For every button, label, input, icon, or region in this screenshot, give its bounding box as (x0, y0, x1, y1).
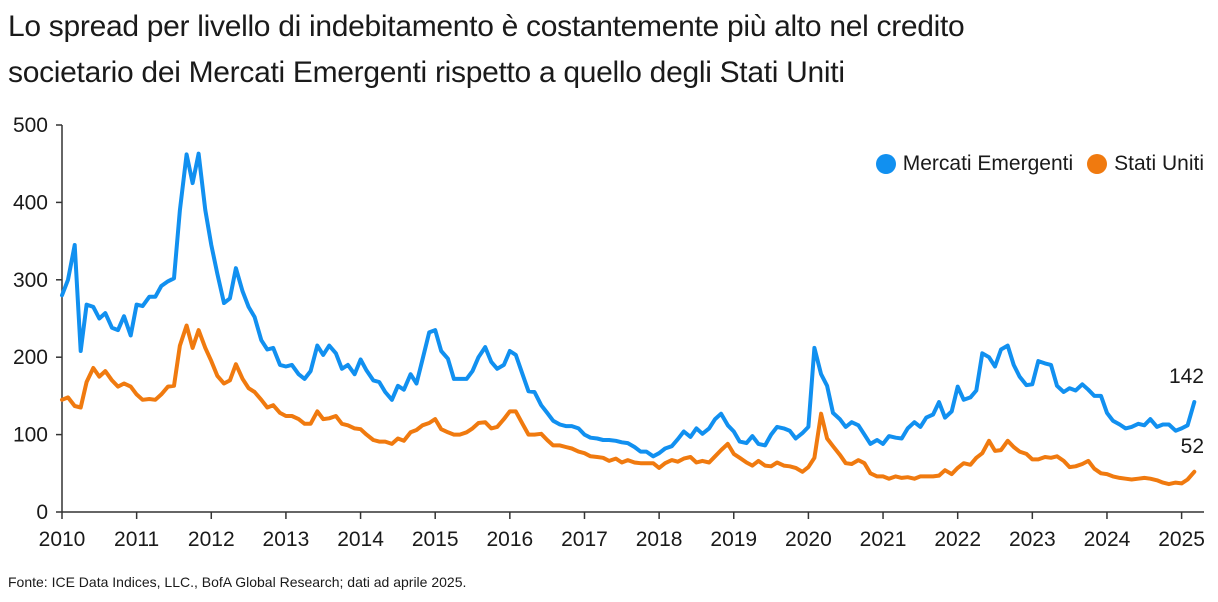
x-tick-label: 2022 (934, 528, 981, 551)
end-value-label-em: 142 (1169, 365, 1204, 388)
end-value-label-us: 52 (1181, 435, 1204, 458)
x-tick-label: 2015 (412, 528, 459, 551)
x-tick-label: 2013 (263, 528, 310, 551)
legend-marker-us (1087, 154, 1108, 174)
x-tick-label: 2014 (337, 528, 384, 551)
source-note: Fonte: ICE Data Indices, LLC., BofA Glob… (8, 574, 467, 590)
x-tick-label: 2023 (1009, 528, 1056, 551)
chart-title-line-1: Lo spread per livello di indebitamento è… (8, 10, 965, 43)
y-tick-label: 500 (13, 114, 48, 137)
x-tick-label: 2012 (188, 528, 235, 551)
legend-marker-em (875, 154, 896, 174)
x-tick-label: 2019 (710, 528, 757, 551)
x-tick-label: 2011 (114, 528, 159, 551)
y-tick-label: 400 (13, 191, 48, 214)
legend-item-us: Stati Uniti (1087, 152, 1204, 176)
x-axis: 2010 2011 2012 2013 2014 2015 2016 2017 2018 2019… (39, 511, 1205, 551)
legend-label-em: Mercati Emergenti (902, 152, 1074, 175)
legend-item-em: Mercati Emergenti (875, 152, 1074, 176)
x-tick-label: 2020 (785, 528, 832, 551)
y-tick-label: 0 (36, 501, 48, 524)
series-line-em (60, 151, 1197, 459)
series-line-us (60, 323, 1197, 487)
chart-legend: Mercati Emergenti Stati Uniti (862, 152, 1204, 176)
x-tick-label: 2010 (39, 528, 86, 551)
y-tick-label: 100 (13, 424, 48, 447)
y-tick-label: 300 (13, 269, 48, 292)
x-tick-label: 2025 (1158, 528, 1205, 551)
y-axis: 0 100 200 300 400 500 (13, 114, 63, 524)
x-tick-label: 2016 (486, 528, 533, 551)
chart-title: Lo spread per livello di indebitamento è… (8, 4, 1208, 96)
x-tick-label: 2024 (1084, 528, 1131, 551)
chart-title-line-2: societario dei Mercati Emergenti rispett… (8, 56, 845, 89)
y-tick-label: 200 (13, 346, 48, 369)
x-tick-label: 2017 (561, 528, 608, 551)
x-tick-label: 2021 (860, 528, 907, 551)
end-labels: 142 52 (1169, 365, 1204, 458)
x-tick-label: 2018 (636, 528, 683, 551)
series-layer (60, 151, 1197, 487)
legend-label-us: Stati Uniti (1114, 152, 1204, 175)
